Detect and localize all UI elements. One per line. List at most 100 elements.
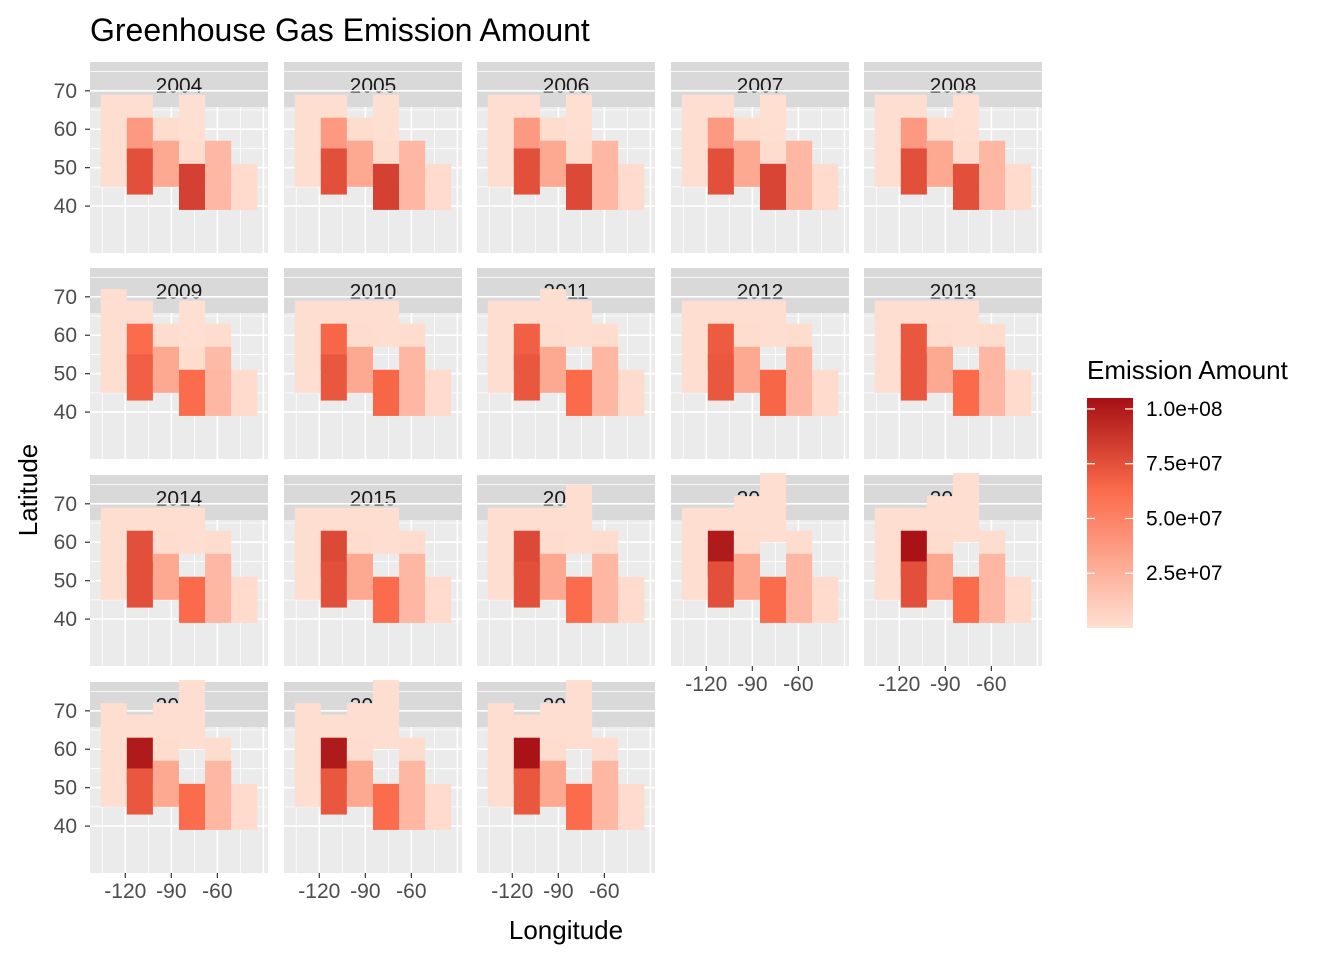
y-tick-label: 40 (54, 195, 77, 218)
heatmap-tile (760, 94, 787, 141)
heatmap-tile (399, 576, 426, 623)
y-tick-label: 50 (54, 157, 77, 180)
heatmap-tile (539, 346, 566, 393)
facet-strip-label: 2015 (350, 488, 397, 511)
heatmap-tile (953, 576, 980, 623)
heatmap-tile (566, 484, 593, 531)
y-tick-label: 50 (54, 363, 77, 386)
heatmap-tile (487, 534, 514, 581)
heatmap-tile (346, 760, 373, 807)
heatmap-tile (320, 148, 347, 195)
heatmap-tile (373, 680, 400, 727)
heatmap-tile (179, 94, 206, 141)
heatmap-tile (786, 369, 813, 416)
chart-title: Greenhouse Gas Emission Amount (90, 12, 590, 48)
y-tick-label: 70 (54, 80, 77, 103)
heatmap-tile (425, 369, 452, 416)
heatmap-tile (926, 140, 953, 187)
y-tick-label: 50 (54, 570, 77, 593)
heatmap-tile (812, 576, 839, 623)
facet-panel: 2007 (671, 62, 849, 253)
facet-panel: 2004 40 50 60 70 (54, 62, 268, 253)
heatmap-tile (205, 783, 232, 830)
heatmap-tile (320, 561, 347, 608)
facet-strip-label: 2004 (156, 75, 203, 98)
heatmap-tile (152, 553, 179, 600)
heatmap-tile (346, 140, 373, 187)
facet-panel: 2009 40 50 60 70 (54, 268, 268, 459)
x-tick-label: -90 (156, 880, 186, 903)
facet-panel: 2011 (477, 268, 655, 459)
heatmap-tile (566, 369, 593, 416)
heatmap-tile (513, 354, 540, 401)
facet-panel: 2010 (284, 268, 462, 459)
x-tick-label: -60 (589, 880, 619, 903)
facet-panel: 2021-120-90-60 (477, 680, 655, 903)
heatmap-tile (425, 576, 452, 623)
heatmap-tile (681, 121, 708, 168)
heatmap-tile (100, 741, 127, 788)
facet-panel: 2013 (864, 268, 1042, 459)
heatmap-tile (320, 768, 347, 815)
heatmap-tile (539, 760, 566, 807)
facet-panel: 2014 40 50 60 70 (54, 475, 268, 666)
heatmap-tile (100, 327, 127, 374)
facet-strip-label: 2012 (737, 281, 784, 304)
heatmap-tile (681, 534, 708, 581)
heatmap-tile (900, 354, 927, 401)
y-tick-label: 60 (54, 531, 77, 554)
legend: Emission Amount 2.5e+07 5.0e+07 7.5e+07 1.0… (1087, 355, 1289, 628)
y-axis-title: Latitude (13, 444, 43, 537)
heatmap-tile (320, 354, 347, 401)
heatmap-tile (953, 473, 980, 520)
heatmap-tile (346, 553, 373, 600)
heatmap-tile (926, 553, 953, 600)
x-tick-label: -60 (396, 880, 426, 903)
heatmap-tile (592, 783, 619, 830)
heatmap-tile (373, 163, 400, 210)
heatmap-tile (179, 680, 206, 727)
heatmap-tile (707, 561, 734, 608)
x-tick-label: -120 (104, 880, 146, 903)
facet-panel: 2006 (477, 62, 655, 253)
heatmap-tile (205, 163, 232, 210)
heatmap-tile (126, 561, 153, 608)
facet-strip-label: 2010 (350, 281, 397, 304)
x-tick-label: -90 (737, 673, 767, 696)
legend-title: Emission Amount (1087, 355, 1289, 385)
facet-panel: 201940506070-120-90-60 (54, 680, 268, 903)
x-tick-label: -60 (783, 673, 813, 696)
heatmap-tile (126, 354, 153, 401)
heatmap-tile (618, 369, 645, 416)
x-tick-label: -90 (930, 673, 960, 696)
heatmap-tile (812, 163, 839, 210)
facet-strip-label: 2008 (930, 75, 977, 98)
heatmap-tile (900, 561, 927, 608)
heatmap-tile (566, 783, 593, 830)
facet-panel: 2015 (284, 475, 462, 666)
x-axis-title: Longitude (509, 915, 623, 945)
facet-panel: 2017-120-90-60 (671, 473, 849, 696)
heatmap-tile (760, 163, 787, 210)
x-tick-label: -120 (878, 673, 920, 696)
y-tick-label: 70 (54, 286, 77, 309)
legend-label: 5.0e+07 (1146, 507, 1223, 530)
heatmap-tile (513, 148, 540, 195)
heatmap-tile (373, 576, 400, 623)
facet-panel: 2018-120-90-60 (864, 473, 1042, 696)
heatmap-tile (1005, 369, 1032, 416)
heatmap-tile (786, 163, 813, 210)
heatmap-tile (566, 94, 593, 141)
heatmap-tile (760, 473, 787, 520)
heatmap-tile (231, 783, 258, 830)
heatmap-tile (179, 507, 206, 554)
heatmap-tile (707, 148, 734, 195)
heatmap-tile (179, 163, 206, 210)
heatmap-tile (681, 327, 708, 374)
heatmap-tile (205, 576, 232, 623)
heatmap-tile (760, 300, 787, 347)
heatmap-tile (953, 300, 980, 347)
y-tick-label: 50 (54, 777, 77, 800)
heatmap-tile (592, 163, 619, 210)
